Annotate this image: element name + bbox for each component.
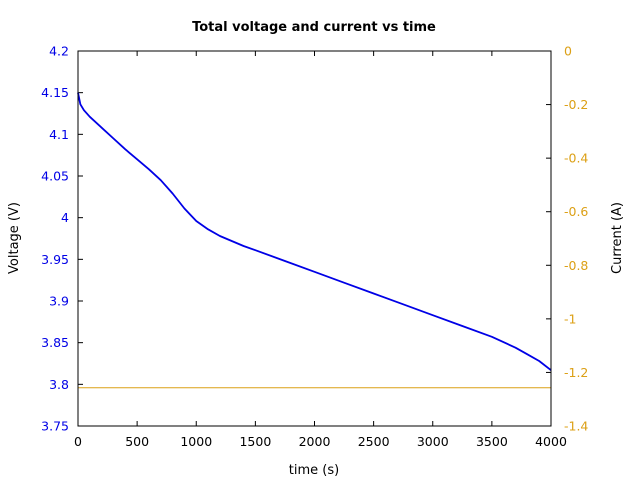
y-tick-label: 4.05 [41,169,69,184]
x-tick-label: 2000 [299,434,331,449]
y2-tick-label: -0.4 [564,151,588,166]
y2-axis-label: Current (A) [610,202,625,274]
chart-title: Total voltage and current vs time [192,20,436,35]
x-tick-label: 500 [125,434,149,449]
y-tick-label: 3.8 [49,377,69,392]
x-tick-label: 2500 [358,434,390,449]
y-tick-label: 3.85 [41,335,69,350]
x-tick-label: 3000 [417,434,449,449]
y2-tick-label: 0 [564,44,572,59]
y2-tick-label: -0.2 [564,97,588,112]
y-tick-label: 3.95 [41,252,69,267]
y-axis-label: Voltage (V) [7,202,22,274]
x-axis-label: time (s) [289,463,339,478]
y2-tick-label: -1 [564,311,576,326]
x-tick-label: 4000 [535,434,567,449]
y-tick-label: 4 [61,210,69,225]
voltage-series-line [77,92,552,371]
y2-tick-label: -1.4 [564,419,588,434]
y2-tick-label: -0.6 [564,204,588,219]
y-tick-label: 4.1 [49,127,69,142]
x-tick-label: 3500 [476,434,508,449]
y2-tick-label: -1.2 [564,365,588,380]
y-tick-label: 4.15 [41,85,69,100]
plot-frame [77,50,552,427]
x-tick-label: 1000 [180,434,212,449]
y-tick-label: 3.9 [49,294,69,309]
x-tick-label: 1500 [239,434,271,449]
x-tick-label: 0 [74,434,82,449]
y-tick-label: 3.75 [41,419,69,434]
y-tick-label: 4.2 [49,44,69,59]
y2-tick-label: -0.8 [564,258,588,273]
